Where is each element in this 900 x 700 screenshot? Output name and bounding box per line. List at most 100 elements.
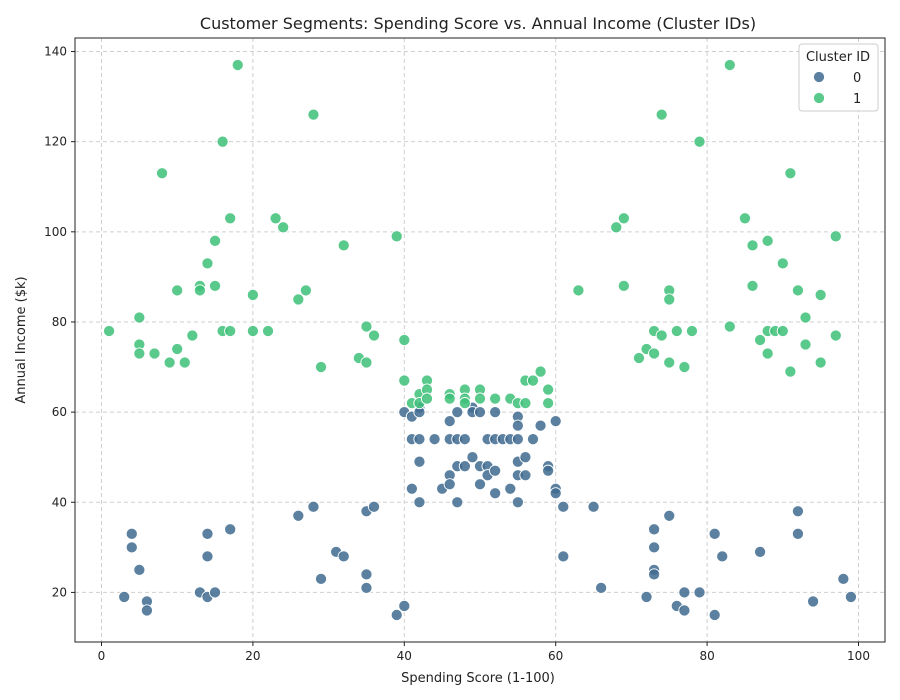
data-point-cluster-0 (791, 527, 804, 540)
y-tick-label: 140 (44, 45, 67, 59)
data-point-cluster-1 (754, 333, 767, 347)
data-point-cluster-0 (360, 568, 373, 581)
data-point-cluster-1 (670, 324, 683, 338)
y-tick-label: 80 (52, 315, 67, 329)
data-point-cluster-0 (337, 550, 350, 563)
data-point-cluster-1 (829, 230, 842, 243)
data-point-cluster-1 (337, 239, 350, 252)
data-point-cluster-0 (837, 572, 850, 585)
data-point-cluster-1 (663, 356, 676, 369)
plot-frame (74, 37, 886, 643)
data-point-cluster-0 (754, 545, 767, 558)
data-point-cluster-1 (761, 347, 774, 360)
chart-title: Customer Segments: Spending Score vs. An… (200, 14, 756, 33)
data-point-cluster-1 (360, 320, 373, 333)
data-point-cluster-1 (390, 230, 403, 243)
data-point-cluster-1 (723, 320, 736, 333)
data-point-cluster-0 (504, 482, 517, 495)
data-point-cluster-0 (557, 500, 570, 513)
data-point-cluster-1 (489, 392, 502, 405)
data-point-cluster-0 (693, 586, 706, 599)
legend-marker-cluster-0 (812, 70, 826, 84)
data-point-cluster-0 (390, 608, 403, 622)
data-point-cluster-0 (451, 496, 464, 509)
legend: Cluster ID 01 (798, 43, 879, 112)
data-point-cluster-1 (738, 212, 752, 225)
data-point-cluster-1 (231, 58, 244, 72)
data-point-cluster-1 (791, 284, 804, 297)
y-tick-label: 20 (52, 585, 67, 599)
data-point-cluster-1 (277, 221, 290, 234)
data-point-cluster-0 (428, 433, 441, 446)
data-point-cluster-0 (595, 581, 608, 594)
data-point-cluster-0 (125, 541, 138, 554)
data-point-cluster-0 (118, 590, 131, 603)
data-point-cluster-1 (171, 342, 184, 356)
data-point-cluster-1 (519, 397, 532, 410)
data-point-cluster-1 (103, 324, 116, 338)
data-point-cluster-1 (784, 365, 797, 378)
data-point-cluster-0 (542, 464, 555, 477)
y-tick-label: 40 (52, 495, 67, 509)
data-point-cluster-1 (458, 397, 471, 410)
data-point-cluster-1 (178, 356, 191, 369)
data-point-cluster-1 (208, 234, 222, 247)
data-point-cluster-0 (292, 509, 305, 522)
data-point-cluster-1 (307, 108, 320, 121)
data-points (103, 58, 857, 622)
data-point-cluster-1 (534, 365, 547, 378)
data-point-cluster-0 (648, 568, 661, 581)
data-point-cluster-1 (224, 324, 237, 338)
data-point-cluster-0 (398, 599, 411, 612)
data-point-cluster-1 (617, 212, 630, 225)
axis-ticks: 0 20 40 60 80 100 20 40 60 80 100 120 140 (44, 45, 870, 663)
data-point-cluster-0 (413, 433, 426, 446)
data-point-cluster-1 (292, 293, 305, 306)
data-point-cluster-1 (746, 239, 759, 252)
data-point-cluster-1 (201, 257, 214, 270)
data-point-cluster-0 (526, 433, 540, 446)
data-point-cluster-0 (367, 500, 381, 513)
data-point-cluster-0 (405, 482, 418, 495)
x-tick-label: 100 (847, 649, 870, 663)
data-point-cluster-0 (716, 550, 729, 563)
data-point-cluster-1 (443, 392, 456, 405)
data-point-cluster-0 (201, 527, 214, 540)
data-point-cluster-0 (708, 527, 721, 540)
data-point-cluster-1 (367, 329, 381, 342)
data-point-cluster-1 (685, 324, 699, 338)
data-point-cluster-1 (246, 288, 259, 301)
data-point-cluster-1 (398, 333, 411, 347)
y-tick-label: 120 (44, 135, 67, 149)
data-point-cluster-0 (466, 451, 479, 464)
data-point-cluster-0 (807, 595, 820, 608)
data-point-cluster-1 (542, 383, 555, 396)
data-point-cluster-0 (443, 415, 456, 428)
x-tick-label: 40 (397, 649, 412, 663)
data-point-cluster-0 (511, 433, 524, 446)
y-tick-label: 60 (52, 405, 67, 419)
data-point-cluster-1 (617, 279, 630, 292)
data-point-cluster-1 (784, 167, 797, 180)
data-point-cluster-1 (648, 347, 661, 360)
data-point-cluster-1 (269, 212, 282, 225)
data-point-cluster-0 (451, 406, 464, 419)
data-point-cluster-1 (360, 356, 373, 369)
data-point-cluster-0 (663, 509, 676, 522)
data-point-cluster-1 (663, 293, 676, 306)
data-point-cluster-0 (413, 496, 426, 509)
data-point-cluster-0 (844, 590, 857, 603)
data-point-cluster-0 (791, 505, 804, 518)
data-point-cluster-0 (458, 460, 471, 473)
x-tick-label: 20 (245, 649, 260, 663)
data-point-cluster-1 (761, 234, 774, 247)
data-point-cluster-1 (193, 284, 206, 297)
y-tick-label: 100 (44, 225, 67, 239)
data-point-cluster-0 (519, 451, 532, 464)
data-point-cluster-1 (420, 392, 434, 405)
data-point-cluster-1 (632, 351, 646, 365)
data-point-cluster-1 (814, 288, 827, 301)
data-point-cluster-0 (549, 415, 562, 428)
